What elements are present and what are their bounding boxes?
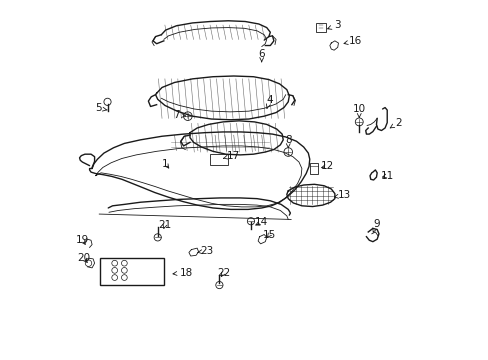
Bar bbox=[210, 154, 227, 165]
Text: 20: 20 bbox=[77, 253, 90, 263]
Text: 23: 23 bbox=[197, 246, 213, 256]
Text: 10: 10 bbox=[352, 104, 365, 117]
Bar bbox=[316, 23, 325, 32]
Text: 19: 19 bbox=[76, 235, 89, 245]
Text: 5: 5 bbox=[95, 103, 107, 113]
Text: 13: 13 bbox=[334, 190, 351, 200]
Text: 14: 14 bbox=[255, 217, 268, 227]
Text: 22: 22 bbox=[217, 267, 230, 278]
Text: 18: 18 bbox=[173, 267, 193, 278]
Text: 7: 7 bbox=[173, 110, 185, 120]
Text: 17: 17 bbox=[223, 150, 239, 161]
Bar bbox=[100, 258, 164, 285]
Text: 1: 1 bbox=[162, 159, 168, 169]
Bar bbox=[309, 163, 317, 174]
Text: 21: 21 bbox=[158, 220, 171, 230]
Text: 8: 8 bbox=[285, 135, 291, 148]
Text: 16: 16 bbox=[344, 36, 361, 46]
Text: 11: 11 bbox=[380, 171, 393, 181]
Text: 15: 15 bbox=[263, 230, 276, 239]
Text: 6: 6 bbox=[258, 49, 264, 62]
Text: 3: 3 bbox=[327, 20, 340, 30]
Text: 12: 12 bbox=[320, 161, 333, 171]
Text: 2: 2 bbox=[389, 118, 401, 128]
Text: 4: 4 bbox=[266, 95, 272, 108]
Text: 9: 9 bbox=[372, 219, 379, 232]
